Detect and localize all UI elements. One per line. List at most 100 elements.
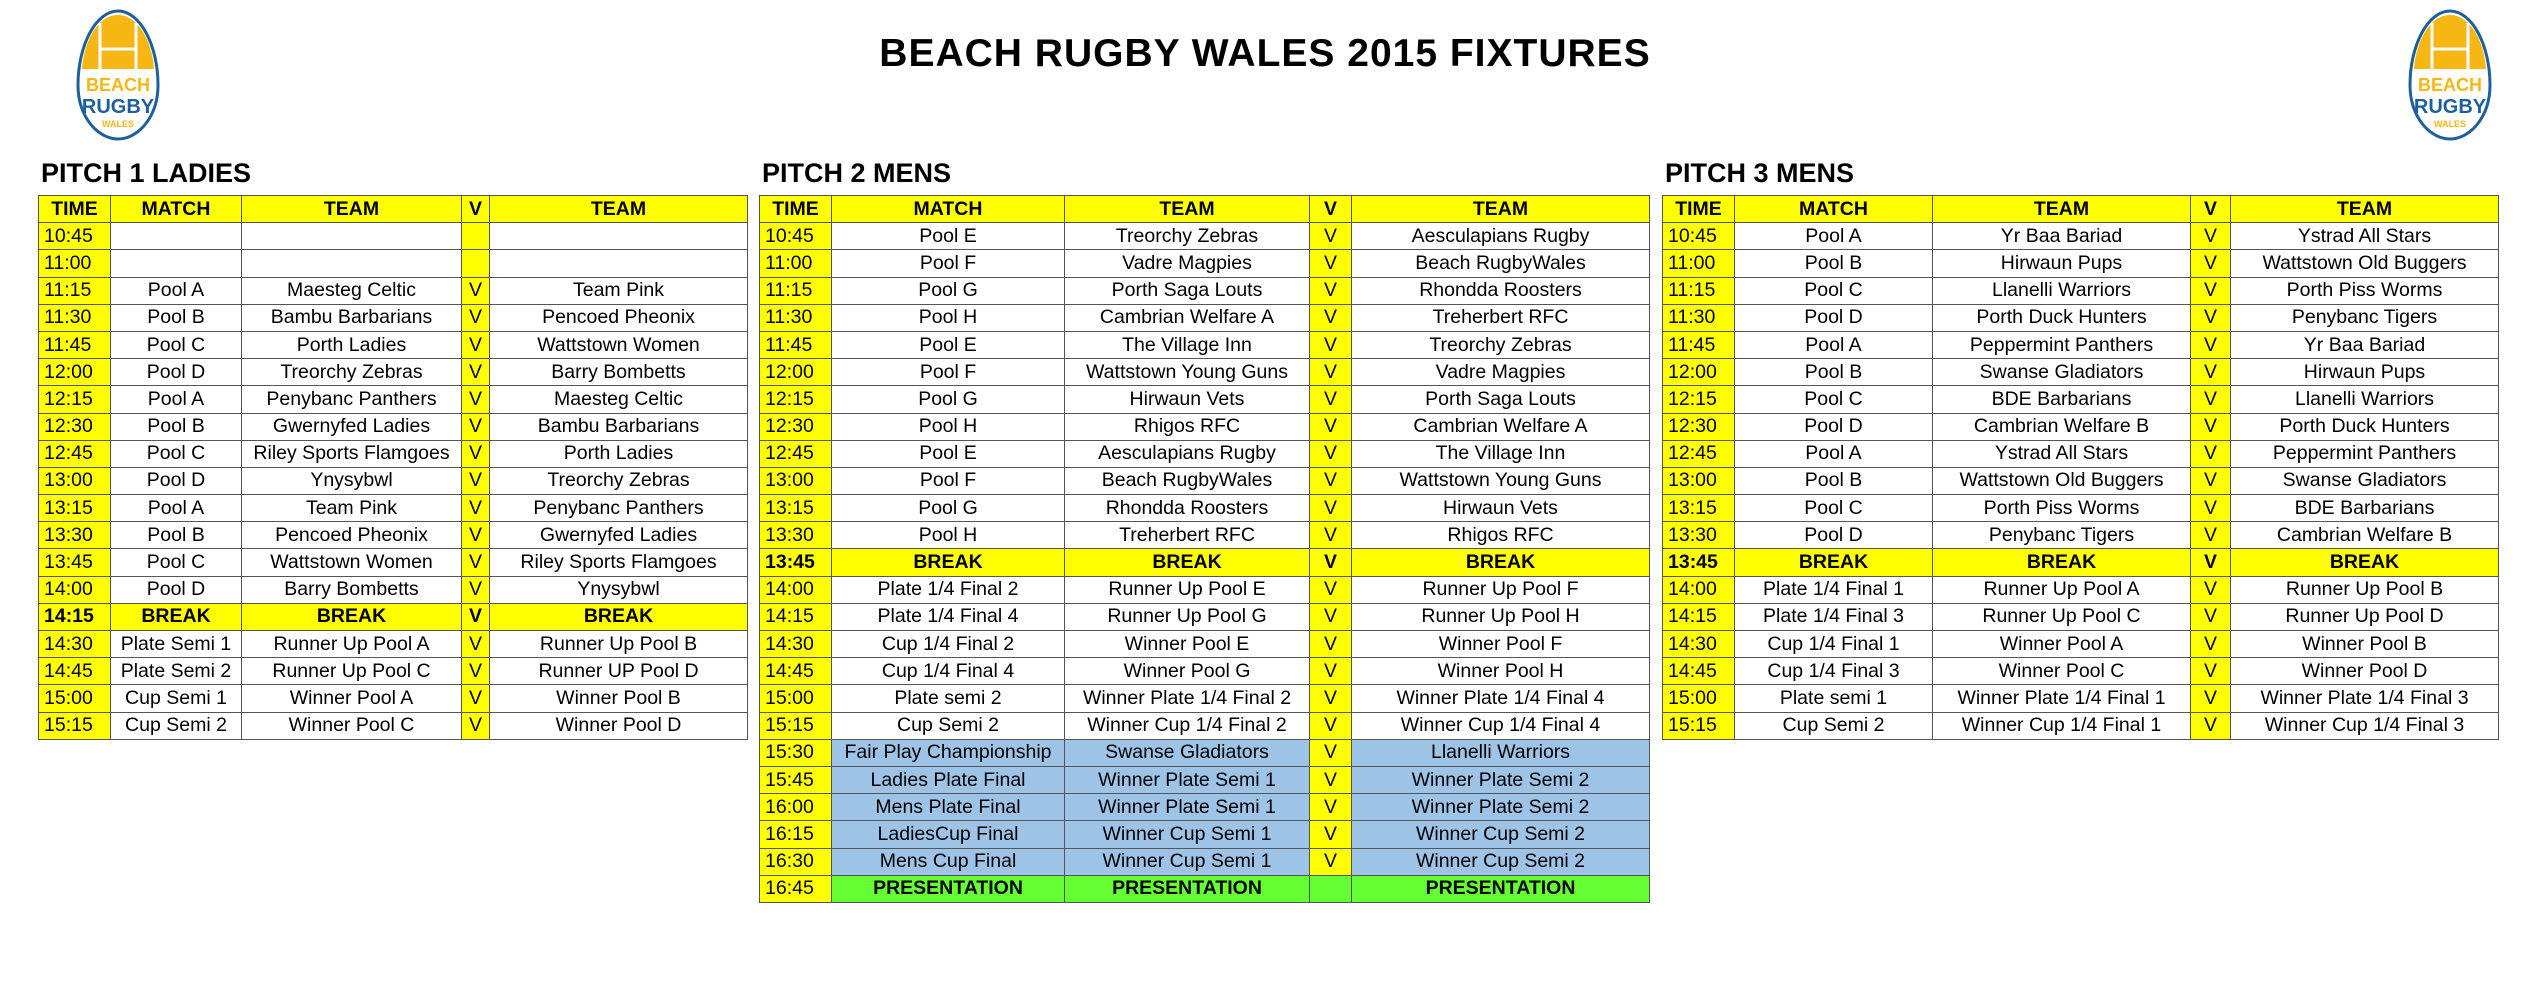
team-b-cell: Porth Ladies (489, 439, 748, 468)
pitch-1-title: PITCH 1 LADIES (41, 158, 252, 188)
versus-cell: V (1309, 820, 1352, 849)
match-cell: BREAK (1734, 548, 1933, 577)
time-cell: 11:45 (759, 330, 832, 360)
table-header-row: TIME MATCH TEAM V TEAM (759, 194, 1650, 224)
team-b-cell (489, 222, 748, 251)
team-b-cell: Hirwaun Vets (1351, 494, 1650, 523)
team-a-cell: Maesteg Celtic (241, 276, 462, 305)
versus-cell: V (1309, 494, 1352, 523)
fixture-row: 14:45 Cup 1/4 Final 4 Winner Pool G V Winner… (759, 657, 1650, 686)
versus-cell: V (2190, 494, 2231, 523)
fixture-row: 12:30 Pool B Gwernyfed Ladies V Bambu Barbar… (38, 412, 748, 441)
match-cell: Ladies Plate Final (831, 765, 1065, 795)
match-cell: Pool D (110, 575, 242, 604)
team-a-cell: Winner Cup Semi 1 (1064, 847, 1310, 876)
match-cell: Pool B (110, 303, 242, 332)
fixture-row: 14:30 Cup 1/4 Final 1 Winner Pool A V Winner… (1662, 629, 2499, 659)
versus-cell (461, 222, 490, 251)
team-a-cell: Vadre Magpies (1064, 249, 1310, 278)
team-b-cell: Winner Plate 1/4 Final 3 (2230, 684, 2499, 713)
time-cell: 14:15 (759, 602, 832, 632)
team-a-cell: Porth Ladies (241, 330, 462, 360)
col-header-team: TEAM (1064, 194, 1310, 224)
versus-cell: V (461, 330, 490, 360)
time-cell: 13:45 (38, 548, 111, 577)
fixture-row: 13:45 BREAK BREAK V BREAK (759, 548, 1650, 577)
team-a-cell: Gwernyfed Ladies (241, 412, 462, 441)
team-b-cell: Wattstown Old Buggers (2230, 249, 2499, 278)
fixture-row: 10:45 (38, 222, 748, 251)
team-b-cell: Rhigos RFC (1351, 521, 1650, 550)
fixture-row: 11:30 Pool D Porth Duck Hunters V Penybanc T… (1662, 303, 2499, 332)
match-cell: Pool D (110, 358, 242, 387)
team-a-cell: Team Pink (241, 494, 462, 523)
team-a-cell: Winner Pool C (241, 711, 462, 740)
versus-cell: V (1309, 548, 1352, 577)
team-a-cell: Porth Piss Worms (1932, 494, 2191, 523)
team-a-cell: Beach RugbyWales (1064, 466, 1310, 496)
team-b-cell: Treherbert RFC (1351, 303, 1650, 332)
team-a-cell: Aesculapians Rugby (1064, 439, 1310, 468)
versus-cell: V (1309, 466, 1352, 496)
team-b-cell: Runner Up Pool B (2230, 575, 2499, 604)
time-cell: 12:45 (759, 439, 832, 468)
team-b-cell: Winner Pool B (2230, 629, 2499, 659)
fixture-row: 11:00 Pool B Hirwaun Pups V Wattstown Old Bu… (1662, 249, 2499, 278)
versus-cell: V (1309, 765, 1352, 795)
time-cell: 14:00 (759, 575, 832, 604)
versus-cell: V (461, 548, 490, 577)
versus-cell: V (1309, 276, 1352, 305)
match-cell: Plate 1/4 Final 3 (1734, 602, 1933, 632)
team-a-cell: Runner Up Pool C (241, 657, 462, 686)
match-cell: PRESENTATION (831, 874, 1065, 903)
pitch-1-fixtures-table: TIME MATCH TEAM V TEAM 10:45 11:00 11:15 Po… (38, 194, 748, 740)
time-cell: 12:45 (38, 439, 111, 468)
versus-cell: V (2190, 657, 2231, 686)
match-cell: Pool D (1734, 521, 1933, 550)
team-a-cell: Ystrad All Stars (1932, 439, 2191, 468)
team-a-cell: Cambrian Welfare A (1064, 303, 1310, 332)
fixture-row: 12:30 Pool D Cambrian Welfare B V Porth Duck… (1662, 412, 2499, 441)
col-header-team: TEAM (1351, 194, 1650, 224)
fixture-row: 11:15 Pool A Maesteg Celtic V Team Pink (38, 276, 748, 305)
versus-cell: V (461, 629, 490, 659)
versus-cell: V (2190, 358, 2231, 387)
fixture-row: 13:00 Pool B Wattstown Old Buggers V Swanse … (1662, 466, 2499, 496)
col-header-match: MATCH (110, 194, 242, 224)
fixture-row: 13:00 Pool D Ynysybwl V Treorchy Zebras (38, 466, 748, 496)
time-cell: 16:45 (759, 874, 832, 903)
time-cell: 14:30 (38, 629, 111, 659)
match-cell: Pool G (831, 385, 1065, 414)
time-cell: 14:45 (759, 657, 832, 686)
time-cell: 11:30 (38, 303, 111, 332)
fixture-row: 12:45 Pool E Aesculapians Rugby V The Villag… (759, 439, 1650, 468)
team-b-cell: Winner Pool D (489, 711, 748, 740)
team-b-cell: Cambrian Welfare A (1351, 412, 1650, 441)
team-a-cell: Peppermint Panthers (1932, 330, 2191, 360)
fixture-row: 11:45 Pool C Porth Ladies V Wattstown Women (38, 330, 748, 360)
team-a-cell: Treherbert RFC (1064, 521, 1310, 550)
team-b-cell: Treorchy Zebras (1351, 330, 1650, 360)
fixture-row: 12:30 Pool H Rhigos RFC V Cambrian Welfare A (759, 412, 1650, 441)
team-b-cell: Wattstown Young Guns (1351, 466, 1650, 496)
col-header-match: MATCH (1734, 194, 1933, 224)
time-cell: 11:15 (759, 276, 832, 305)
pitch-3-fixtures-table: TIME MATCH TEAM V TEAM 10:45 Pool A Yr Baa… (1662, 194, 2499, 740)
match-cell: Plate semi 2 (831, 684, 1065, 713)
fixture-row: 15:45 Ladies Plate Final Winner Plate Semi… (759, 765, 1650, 795)
team-a-cell: Rhondda Roosters (1064, 494, 1310, 523)
versus-cell: V (1309, 657, 1352, 686)
match-cell: Cup 1/4 Final 4 (831, 657, 1065, 686)
col-header-time: TIME (1662, 194, 1735, 224)
team-b-cell: PRESENTATION (1351, 874, 1650, 903)
col-header-time: TIME (38, 194, 111, 224)
match-cell: Plate 1/4 Final 2 (831, 575, 1065, 604)
versus-cell: V (2190, 629, 2231, 659)
team-a-cell: Winner Pool A (1932, 629, 2191, 659)
fixture-row: 13:30 Pool D Penybanc Tigers V Cambrian Welf… (1662, 521, 2499, 550)
fixture-row: 12:15 Pool G Hirwaun Vets V Porth Saga Louts (759, 385, 1650, 414)
time-cell: 11:30 (1662, 303, 1735, 332)
time-cell: 15:45 (759, 765, 832, 795)
versus-cell: V (1309, 412, 1352, 441)
